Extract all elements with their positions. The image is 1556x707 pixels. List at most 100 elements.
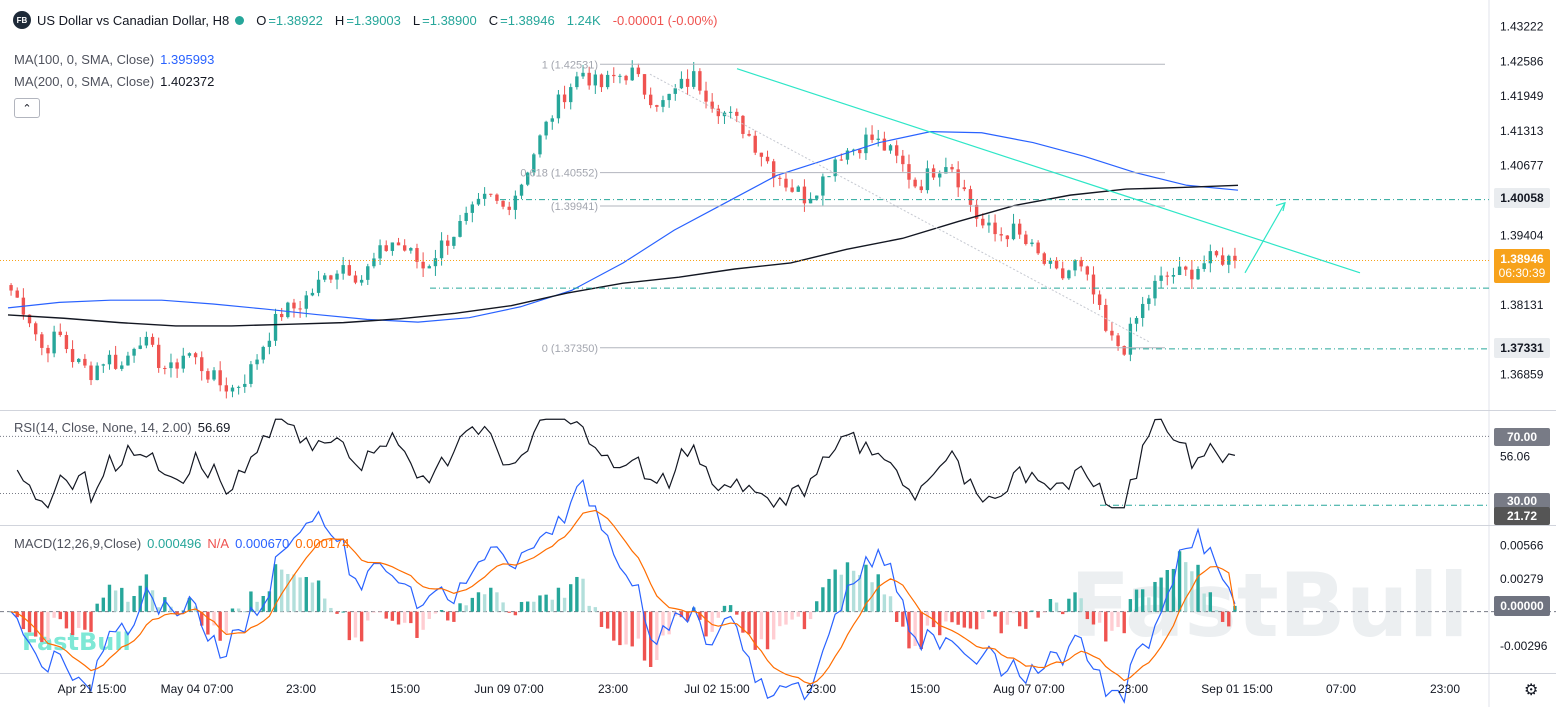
macd-hist-bar	[384, 611, 388, 619]
candle-body	[778, 177, 782, 179]
macd-hist-bar	[1214, 610, 1219, 612]
candle-body	[470, 204, 475, 213]
candle-body	[267, 340, 272, 347]
candle-body	[384, 245, 388, 251]
macd-hist-bar	[999, 611, 1003, 634]
candle-body	[685, 78, 690, 87]
macd-hist-bar	[310, 582, 315, 612]
candle-body	[612, 74, 616, 77]
macd-hist-bar	[716, 611, 721, 618]
macd-hist-bar	[618, 611, 622, 646]
ma200-legend[interactable]: MA(200, 0, SMA, Close) 1.402372	[14, 74, 214, 89]
watermark-small: FastBull	[22, 628, 131, 656]
candle-body	[901, 155, 905, 165]
candle-body	[298, 308, 302, 310]
candle-body	[1085, 266, 1090, 275]
macd-hist-bar	[470, 597, 475, 612]
macd-hist-bar	[1208, 592, 1213, 612]
rsi-70-tag: 70.00	[1494, 428, 1550, 446]
macd-na-value: N/A	[207, 536, 230, 551]
candle-body	[341, 265, 345, 274]
collapse-legend-button[interactable]: ⌃	[14, 98, 40, 118]
macd-hist-bar	[33, 611, 38, 637]
candle-body	[851, 149, 856, 151]
rsi-pane	[0, 418, 1489, 509]
macd-hist-bar	[925, 611, 930, 626]
rsi-line	[16, 418, 1236, 509]
candle-body	[944, 167, 948, 174]
candle-body	[833, 159, 837, 177]
symbol-legend: FB US Dollar vs Canadian Dollar, H8 O =1.…	[13, 11, 717, 29]
macd-line	[10, 478, 1236, 704]
candle-body	[27, 314, 32, 324]
macd-hist-bar	[722, 605, 727, 612]
candle-body	[224, 385, 229, 392]
candle-body	[304, 295, 308, 309]
macd-hist-bar	[1104, 611, 1108, 642]
candle-body	[894, 145, 899, 156]
ma100-value: 1.395993	[160, 52, 215, 67]
candle-body	[409, 248, 413, 251]
low-value: =1.38900	[422, 12, 477, 28]
macd-hist-bar	[230, 608, 235, 612]
macd-hist-bar	[1202, 593, 1206, 612]
macd-hist-bar	[439, 610, 444, 612]
candle-body	[808, 198, 813, 204]
macd-hist-bar	[396, 611, 401, 625]
macd-hist-bar	[1165, 569, 1169, 612]
time-tick-label: 15:00	[390, 682, 420, 696]
rsi-30-tag: 30.00	[1494, 493, 1550, 509]
time-tick-label: Aug 07 07:00	[993, 682, 1065, 696]
candle-body	[556, 94, 561, 119]
macd-zero-tag: 0.00000	[1494, 596, 1550, 616]
candle-body	[1017, 223, 1022, 235]
candle-body	[175, 362, 179, 369]
candle-body	[667, 93, 671, 101]
macd-legend[interactable]: MACD(12,26,9,Close) 0.000496 N/A 0.00067…	[14, 536, 350, 551]
candle-body	[1079, 260, 1083, 267]
macd-hist-bar	[771, 611, 776, 640]
macd-hist-bar	[839, 574, 844, 612]
candle-body	[236, 386, 241, 388]
macd-hist-bar	[206, 611, 210, 635]
candle-body	[396, 242, 401, 246]
macd-hist-bar	[1159, 577, 1163, 612]
time-tick-label: 23:00	[806, 682, 836, 696]
macd-hist-bar	[224, 611, 229, 634]
candle-body	[200, 357, 204, 372]
candle-body	[482, 193, 487, 199]
candle-body	[815, 195, 819, 199]
macd-hist-bar	[1073, 592, 1077, 612]
macd-tick-label: 0.00279	[1500, 572, 1544, 586]
macd-hist-bar	[944, 611, 948, 622]
candle-body	[156, 344, 161, 368]
macd-hist-bar	[851, 570, 856, 612]
rsi-value: 56.69	[197, 420, 231, 435]
macd-hist-bar	[120, 587, 124, 612]
ma100-legend[interactable]: MA(100, 0, SMA, Close) 1.395993	[14, 52, 214, 67]
candle-body	[858, 149, 862, 154]
macd-hist-bar	[1177, 551, 1182, 612]
macd-hist-bar	[759, 611, 764, 640]
gear-icon[interactable]: ⚙	[1524, 682, 1539, 699]
fib-level-label: 0 (1.37350)	[542, 343, 598, 355]
candle-body	[366, 266, 370, 280]
watermark-layer: FastBull FastBull	[22, 554, 1469, 657]
candle-body	[587, 72, 591, 86]
time-tick-label: Jun 09 07:00	[474, 682, 544, 696]
rsi-legend[interactable]: RSI(14, Close, None, 14, 2.00) 56.69	[14, 420, 230, 435]
candle-body	[249, 364, 253, 384]
macd-hist-bar	[273, 564, 278, 612]
macd-hist-bar	[267, 591, 272, 612]
candle-body	[439, 240, 444, 259]
candle-body	[95, 365, 99, 381]
macd-hist-bar	[446, 611, 450, 621]
macd-hist-bar	[599, 611, 604, 627]
candle-body	[821, 176, 825, 196]
candle-body	[993, 222, 997, 235]
macd-hist-bar	[52, 611, 56, 618]
macd-hist-bar	[46, 611, 50, 641]
macd-hist-bar	[1196, 564, 1200, 612]
macd-hist-bar	[452, 611, 456, 622]
